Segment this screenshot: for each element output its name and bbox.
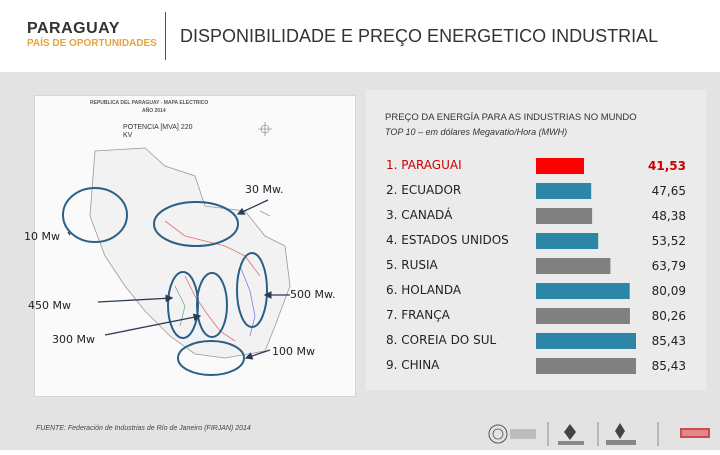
bar [536,308,630,324]
bar [536,258,611,274]
brand-name: PARAGUAY [27,20,120,37]
bar [536,283,630,299]
value-label: 80,26 [652,309,686,323]
ministry-emblem-icon [564,424,576,440]
category-label: 6. HOLANDA [386,283,462,297]
header: PARAGUAY PAÍS DE OPORTUNIDADES DISPONIBI… [0,0,720,72]
map-year: AÑO 2014 [142,108,166,114]
category-label: 1. PARAGUAI [386,158,462,172]
label-300mw: 300 Mw [52,333,95,346]
rediex-logo-icon [680,428,710,438]
arrow-30mw [236,199,269,215]
category-label: 9. CHINA [386,358,440,372]
value-label: 63,79 [652,259,686,273]
arrow-100mw [244,349,271,360]
source-note: FUENTE: Federación de Industrias de Río … [36,425,251,432]
label-500mw: 500 Mw. [290,288,336,301]
category-label: 2. ECUADOR [386,183,461,197]
brand-tagline: PAÍS DE OPORTUNIDADES [27,38,157,49]
map-potencia-line1: POTENCIA [MVA] 220 [123,124,193,131]
bar [536,358,636,374]
value-label: 85,43 [652,334,686,348]
arrow-10mw [67,231,71,236]
map-potencia: POTENCIA [MVA] 220 KV [123,124,193,140]
circle-region-south [177,340,245,376]
page-title: DISPONIBILIDADE E PREÇO ENERGETICO INDUS… [180,26,659,46]
circle-region-east [236,252,268,328]
logo-strip [488,422,710,446]
arrow-300mw [104,313,202,336]
bar [536,158,584,174]
bar [536,208,593,224]
circle-region-north-west [62,187,128,243]
map-potencia-line2: KV [123,132,133,139]
value-label: 53,52 [652,234,686,248]
logo-left-mark [510,429,536,439]
value-label: 85,43 [652,359,686,373]
bar [536,233,599,249]
category-label: 7. FRANÇA [386,308,451,322]
category-label: 8. COREIA DO SUL [386,333,496,347]
arrow-450mw [97,294,174,303]
map-drawing [89,122,291,359]
chart-title: PREÇO DA ENERGÍA PARA AS INDUSTRIAS NO M… [385,112,637,123]
value-label: 47,65 [652,184,686,198]
category-label: 3. CANADÁ [386,207,453,222]
category-label: 4. ESTADOS UNIDOS [386,233,509,247]
seal-icon [488,424,508,444]
bar [536,333,636,349]
government-emblem-icon [615,423,625,439]
map-title: REPUBLICA DEL PARAGUAY - MAPA ELECTRICO [90,100,209,106]
bar [536,183,592,199]
label-450mw: 450 Mw [28,299,71,312]
value-label: 48,38 [652,209,686,223]
value-label: 41,53 [648,159,686,173]
footer-logos [480,418,720,450]
category-label: 5. RUSIA [386,258,439,272]
value-label: 80,09 [652,284,686,298]
header-divider [165,12,166,60]
circle-region-north [153,201,239,247]
label-100mw: 100 Mw [272,345,315,358]
chart-subtitle: TOP 10 – em dólares Megavatio/Hora (MWH) [385,127,568,137]
label-30mw: 30 Mw. [245,183,284,196]
circle-region-center [196,272,228,338]
label-10mw: 10 Mw [24,230,60,243]
